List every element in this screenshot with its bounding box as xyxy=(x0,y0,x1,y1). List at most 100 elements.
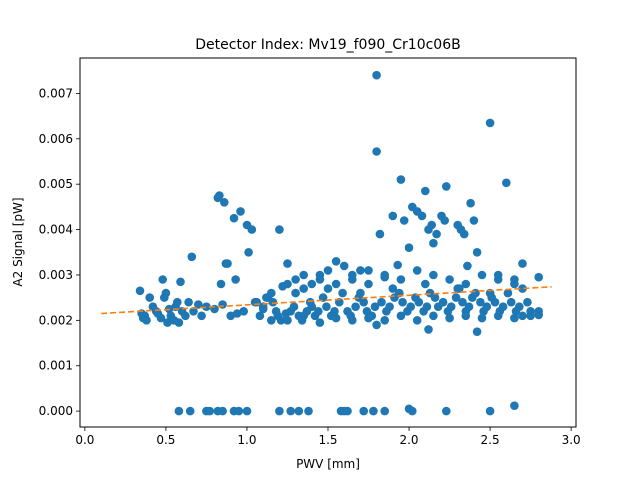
data-point xyxy=(476,297,485,307)
data-point xyxy=(364,313,373,323)
data-point xyxy=(339,261,349,271)
data-point xyxy=(220,198,229,207)
data-point xyxy=(510,401,519,411)
y-axis-label: A2 Signal [pW] xyxy=(11,197,25,286)
data-point xyxy=(526,311,535,321)
data-point xyxy=(275,406,284,416)
data-point xyxy=(267,316,276,325)
data-point xyxy=(323,266,333,275)
x-tick-label: 0.0 xyxy=(75,433,94,447)
data-point xyxy=(299,311,309,321)
x-axis-label: PWV [mm] xyxy=(296,457,360,471)
y-tick-label: 0.005 xyxy=(39,177,73,191)
data-point xyxy=(330,307,339,316)
data-point xyxy=(276,316,286,325)
data-point xyxy=(338,288,347,298)
data-point xyxy=(424,325,433,334)
data-point xyxy=(429,238,438,248)
data-point xyxy=(163,318,172,327)
data-point xyxy=(215,191,224,200)
data-point xyxy=(275,225,284,234)
data-point xyxy=(322,302,331,312)
data-point xyxy=(348,316,357,325)
data-point xyxy=(406,302,416,312)
data-point xyxy=(380,316,390,325)
data-point xyxy=(477,270,487,280)
data-point xyxy=(518,284,527,293)
data-point xyxy=(294,406,304,416)
y-tick-label: 0.004 xyxy=(39,223,73,237)
data-point xyxy=(232,309,242,318)
data-point xyxy=(469,216,479,225)
data-point xyxy=(239,307,248,316)
data-point xyxy=(314,307,323,316)
data-point xyxy=(430,293,440,302)
data-point xyxy=(482,302,492,312)
data-point xyxy=(158,275,167,284)
data-point xyxy=(231,275,240,284)
data-point xyxy=(226,311,235,321)
data-point xyxy=(323,284,333,293)
data-point xyxy=(236,207,245,216)
data-point xyxy=(503,288,513,298)
data-point xyxy=(472,327,482,337)
data-point xyxy=(173,297,182,307)
data-point xyxy=(442,406,451,416)
data-point xyxy=(359,406,369,416)
y-axis: 0.000 0.001 0.002 0.003 0.004 0.005 0.006 0.007 xyxy=(39,86,80,418)
data-point xyxy=(485,118,495,128)
data-point xyxy=(223,259,232,268)
data-point xyxy=(502,178,511,188)
data-point xyxy=(176,277,185,287)
x-tick-label: 0.5 xyxy=(156,433,175,447)
data-point xyxy=(370,302,380,312)
data-point xyxy=(142,316,151,325)
data-point xyxy=(464,302,474,312)
data-point xyxy=(174,318,184,327)
data-point xyxy=(145,293,154,302)
data-point xyxy=(283,279,292,289)
data-point xyxy=(523,297,532,307)
data-point xyxy=(286,406,296,416)
data-point xyxy=(194,300,203,309)
data-point xyxy=(174,406,184,416)
data-point xyxy=(498,302,508,312)
data-point xyxy=(453,284,463,293)
data-point xyxy=(247,225,257,234)
data-point xyxy=(135,286,145,296)
data-point xyxy=(396,311,406,321)
data-point xyxy=(458,297,467,307)
data-point xyxy=(291,288,300,298)
data-point xyxy=(396,175,406,184)
data-point xyxy=(315,318,325,327)
data-point xyxy=(396,275,406,284)
data-point xyxy=(427,220,437,230)
data-point xyxy=(422,302,432,312)
fit-line-layer xyxy=(101,286,552,315)
data-point xyxy=(369,406,378,416)
data-point xyxy=(510,313,519,323)
data-point xyxy=(305,297,315,307)
data-point xyxy=(451,293,461,302)
data-point xyxy=(399,216,409,225)
data-point xyxy=(421,186,430,196)
y-tick-label: 0.000 xyxy=(39,404,73,418)
data-point xyxy=(244,248,253,257)
x-tick-label: 1.5 xyxy=(318,433,337,447)
data-point xyxy=(445,313,454,323)
data-point xyxy=(493,275,503,284)
data-point xyxy=(388,284,398,293)
data-point xyxy=(471,288,480,298)
data-point xyxy=(432,229,441,239)
data-point xyxy=(372,147,381,156)
y-tick-label: 0.006 xyxy=(39,132,73,146)
data-point xyxy=(490,297,500,307)
data-point xyxy=(408,406,417,416)
data-point xyxy=(185,406,195,416)
data-point xyxy=(331,257,341,266)
data-point xyxy=(510,279,519,289)
data-point xyxy=(485,406,495,416)
